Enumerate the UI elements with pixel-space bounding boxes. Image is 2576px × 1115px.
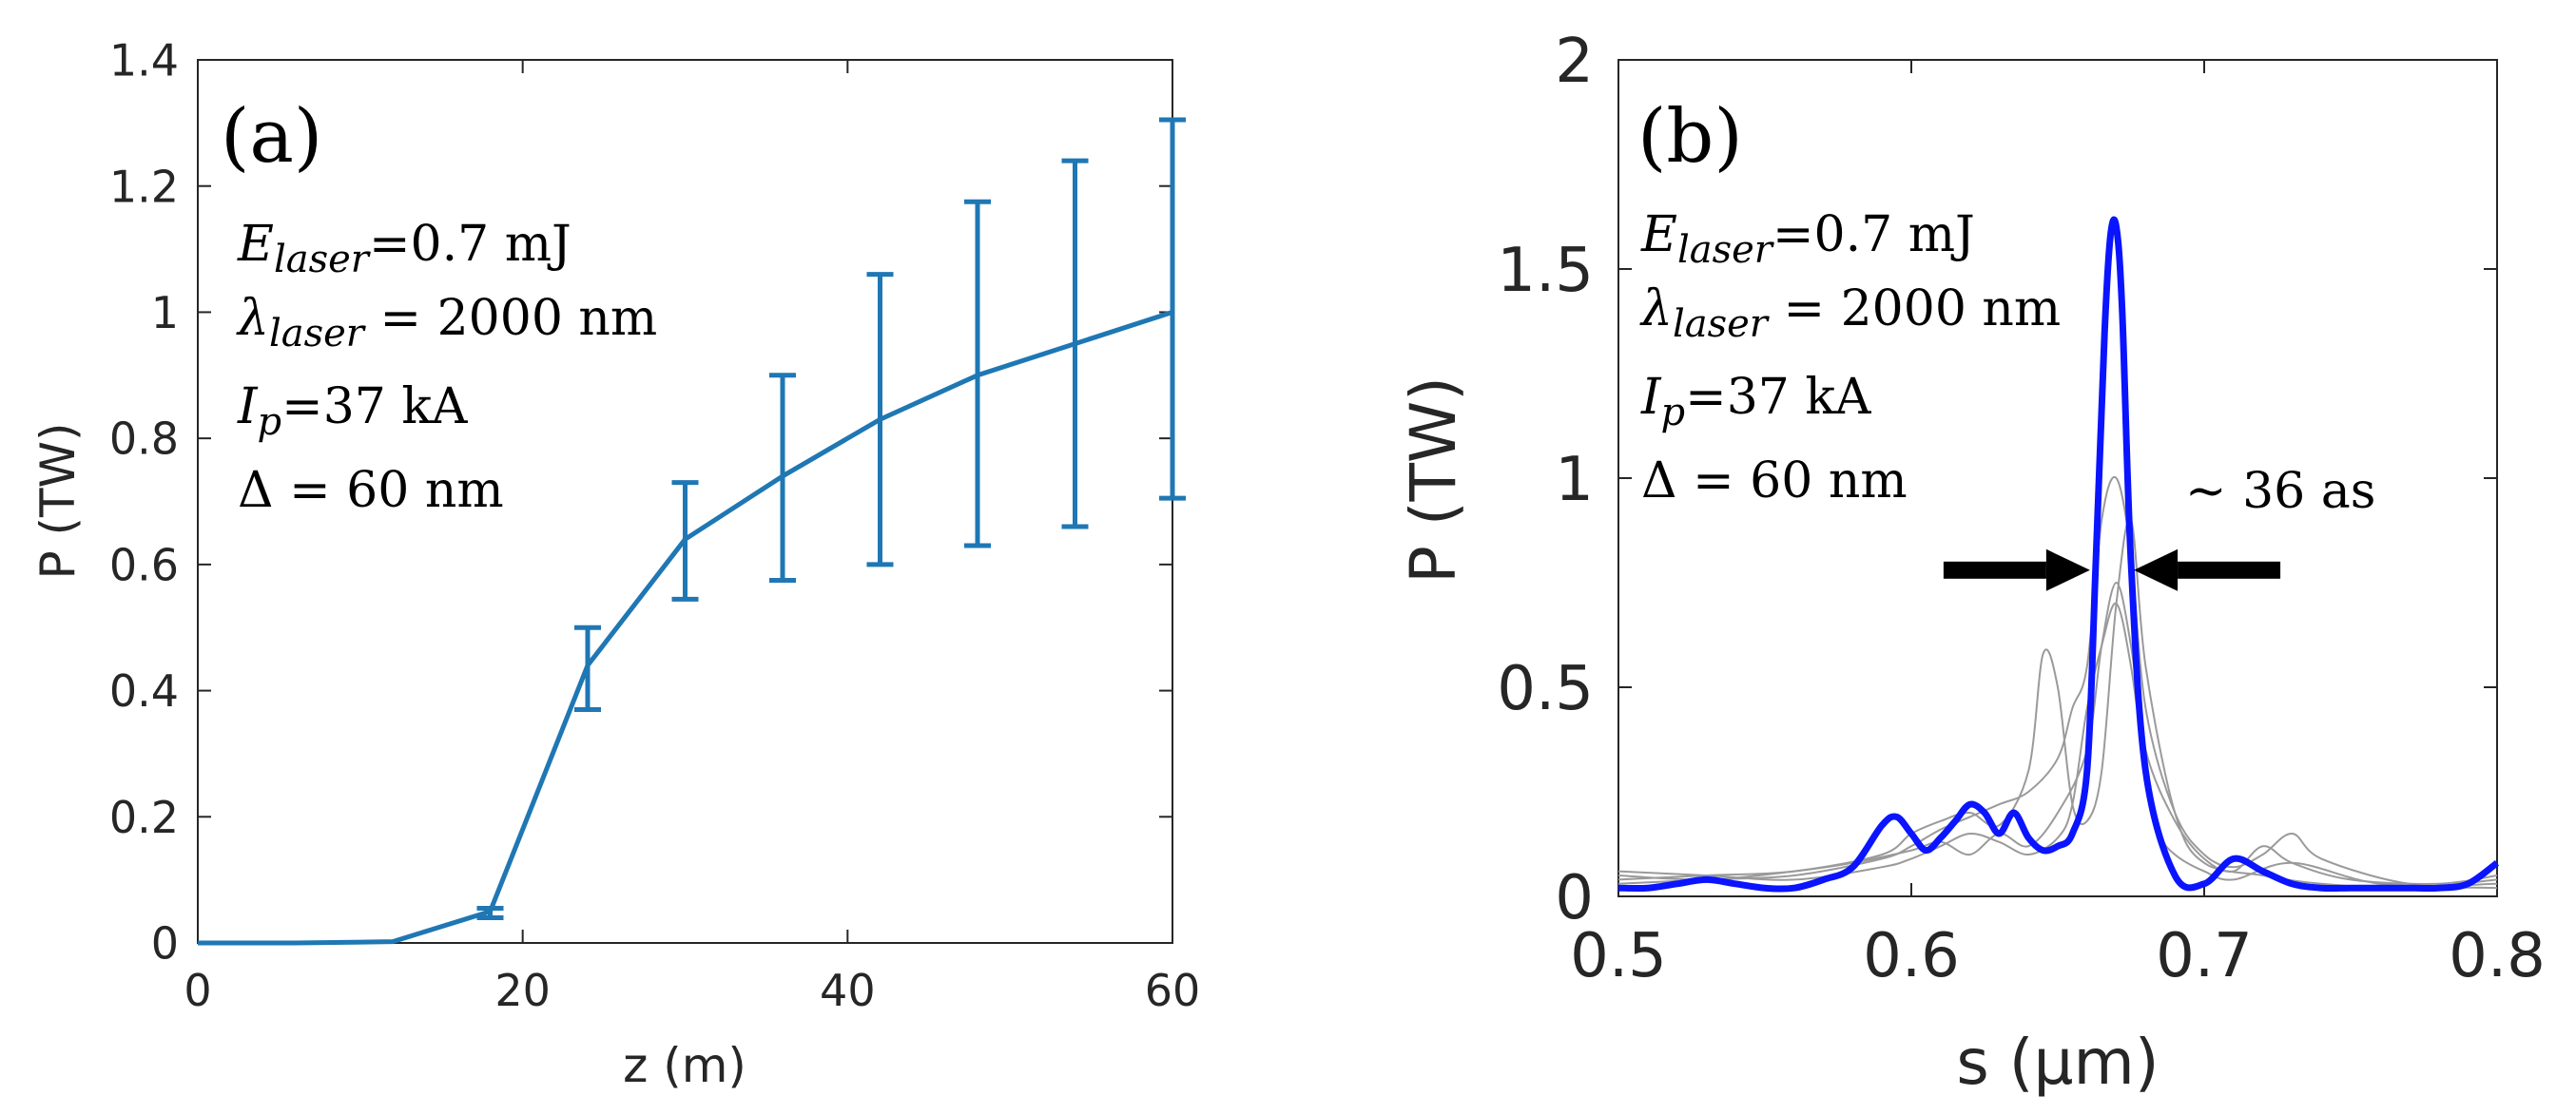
x-tick-label: 0.8 — [2449, 921, 2546, 991]
panel-b-x-tick-labels: 0.5 0.6 0.7 0.8 — [1570, 921, 2546, 991]
y-tick-label: 1.5 — [1497, 236, 1594, 306]
panel-a-y-axis-label: P (TW) — [30, 422, 86, 579]
y-tick-label: 0.6 — [109, 539, 179, 590]
annotation-current: Ip=37 kA — [237, 378, 469, 444]
y-tick-label: 2 — [1555, 27, 1594, 97]
panel-a-annotation: Elaser=0.7 mJ λlaser = 2000 nm Ip=37 kA … — [236, 216, 657, 519]
current-subscript: p — [258, 400, 282, 444]
current-symbol: I — [1640, 369, 1662, 426]
panel-b-y-axis-label: P (TW) — [1397, 376, 1470, 584]
y-tick-label: 0 — [1555, 863, 1594, 933]
energy-subscript: laser — [274, 238, 372, 281]
annotation-wavelength: λlaser = 2000 nm — [1639, 280, 2061, 346]
fwhm-arrow-right — [2134, 548, 2281, 591]
current-value: =37 kA — [1685, 369, 1872, 426]
panel-a-series — [198, 117, 1186, 946]
energy-symbol: E — [1640, 206, 1677, 263]
y-tick-label: 1 — [1555, 445, 1594, 515]
annotation-delta: Δ = 60 nm — [1641, 452, 1908, 509]
fwhm-arrow-left — [1943, 548, 2090, 591]
annotation-wavelength: λlaser = 2000 nm — [236, 290, 657, 356]
error-bar — [1159, 117, 1186, 501]
panel-b: 0.5 0.6 0.7 0.8 00.511.52 s (μm) P (TW) (b)… — [1397, 27, 2546, 1099]
y-tick-label: 0.4 — [109, 665, 179, 717]
y-tick-label: 1 — [151, 287, 179, 338]
error-bar — [1061, 158, 1089, 529]
energy-value: =0.7 mJ — [369, 216, 571, 273]
error-bar — [964, 199, 991, 548]
annotation-delta: Δ = 60 nm — [238, 462, 504, 519]
error-bar — [769, 373, 796, 583]
panel-a-y-tick-labels: 0 0.2 0.4 0.6 0.8 1 1.2 1.4 — [109, 35, 179, 970]
x-tick-label: 40 — [820, 965, 876, 1016]
current-value: =37 kA — [281, 378, 469, 435]
x-tick-label: 20 — [494, 965, 551, 1016]
annotation-duration: ~ 36 as — [2185, 463, 2375, 520]
energy-subscript: laser — [1677, 228, 1775, 272]
panel-b-label: (b) — [1637, 94, 1743, 180]
x-tick-label: 0.6 — [1863, 921, 1960, 991]
wavelength-value: = 2000 nm — [1768, 280, 2061, 337]
x-tick-label: 0 — [184, 965, 211, 1016]
panel-a-x-tick-labels: 0 20 40 60 — [184, 965, 1200, 1016]
wavelength-subscript: laser — [1673, 302, 1771, 346]
y-tick-label: 1.2 — [109, 161, 179, 212]
wavelength-symbol: λ — [1639, 280, 1673, 337]
error-bar — [476, 906, 504, 920]
arrow-head — [2134, 548, 2179, 591]
y-tick-label: 0.8 — [109, 413, 179, 465]
arrow-shaft — [2178, 561, 2281, 579]
current-subscript: p — [1661, 391, 1686, 434]
energy-symbol: E — [237, 216, 274, 273]
panel-b-annotation: Elaser=0.7 mJ λlaser = 2000 nm Ip=37 kA … — [1639, 206, 2375, 520]
energy-value: =0.7 mJ — [1772, 206, 1975, 263]
y-tick-label: 0.5 — [1497, 654, 1594, 724]
y-tick-label: 0 — [151, 918, 179, 970]
error-bar — [671, 480, 699, 602]
x-tick-label: 60 — [1145, 965, 1201, 1016]
series-line-highlighted-shot — [1617, 216, 2500, 893]
panel-a: 0 20 40 60 0 0.2 0.4 0.6 0.8 1 1.2 1.4 z (m) P (TW… — [30, 35, 1200, 1093]
error-bar — [574, 625, 601, 712]
wavelength-symbol: λ — [236, 290, 269, 347]
panel-b-series — [1617, 216, 2500, 893]
annotation-energy: Elaser=0.7 mJ — [237, 216, 571, 281]
x-tick-label: 0.7 — [2156, 921, 2253, 991]
arrow-shaft — [1943, 561, 2046, 579]
panel-b-y-tick-labels: 0 0.5 1 1.5 2 — [1497, 27, 1594, 933]
arrow-head — [2045, 548, 2090, 591]
panel-b-ticks — [1617, 59, 2498, 897]
error-bar — [866, 272, 894, 567]
wavelength-value: = 2000 nm — [364, 290, 657, 347]
fwhm-arrows — [1943, 548, 2281, 591]
panel-b-x-axis-label: s (μm) — [1956, 1026, 2159, 1099]
wavelength-subscript: laser — [269, 312, 367, 356]
y-tick-label: 1.4 — [109, 35, 179, 87]
y-tick-label: 0.2 — [109, 792, 179, 843]
panel-a-label: (a) — [221, 94, 322, 180]
panel-a-x-axis-label: z (m) — [623, 1038, 746, 1093]
current-symbol: I — [237, 378, 259, 435]
x-tick-label: 0.5 — [1570, 921, 1667, 991]
annotation-energy: Elaser=0.7 mJ — [1640, 206, 1975, 272]
annotation-current: Ip=37 kA — [1640, 369, 1872, 434]
